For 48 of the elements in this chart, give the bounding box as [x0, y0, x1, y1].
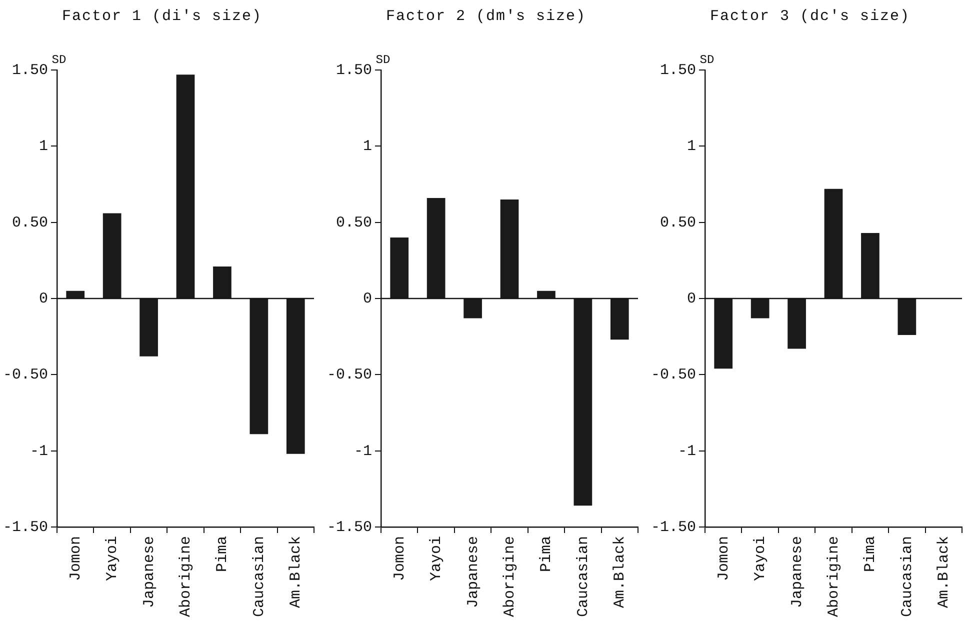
x-tick-label: Japanese [788, 536, 806, 608]
y-tick-label: -1 [30, 442, 48, 460]
x-tick-label: Jomon [391, 536, 408, 581]
x-tick-label: Aborigine [177, 536, 194, 617]
y-tick-label: -1.50 [326, 518, 372, 536]
x-tick-label: Jomon [715, 536, 732, 581]
x-tick-label: Caucasian [250, 536, 268, 617]
y-tick-label: 1 [362, 138, 372, 156]
x-tick-label: Aborigine [825, 536, 842, 617]
y-tick-label: -0.50 [650, 366, 696, 384]
x-tick-label: Jomon [67, 536, 84, 581]
y-tick-label: 0.50 [336, 214, 372, 232]
x-tick-label: Aborigine [501, 536, 518, 617]
y-tick-label: 0.50 [12, 214, 48, 232]
x-tick-label: Yayoi [752, 536, 770, 581]
y-tick-label: 1.50 [336, 62, 372, 79]
y-tick-label: 1 [686, 138, 696, 156]
y-tick-label: -1 [354, 442, 372, 460]
chart-title: Factor 1 (di's size) [60, 7, 264, 27]
chart-title: Factor 2 (dm's size) [384, 7, 588, 27]
x-tick-label: Caucasian [574, 536, 592, 617]
x-tick-label: Caucasian [898, 536, 916, 617]
y-tick-label: -1.50 [2, 518, 48, 536]
y-tick-label: -0.50 [326, 366, 372, 384]
y-tick-label: -1.50 [650, 518, 696, 536]
y-tick-label: 1 [38, 138, 48, 156]
x-tick-label: Japanese [140, 536, 158, 608]
x-tick-label: Yayoi [428, 536, 446, 581]
y-tick-label: -0.50 [2, 366, 48, 384]
x-tick-label: Pima [214, 536, 232, 572]
y-tick-label: 0.50 [660, 214, 696, 232]
y-tick-label: 0 [362, 290, 372, 308]
x-tick-label: Pima [862, 536, 880, 572]
x-tick-label: Am.Black [936, 536, 953, 608]
x-tick-label: Japanese [464, 536, 482, 608]
x-tick-label: Am.Black [288, 536, 305, 608]
y-tick-label: 1.50 [12, 62, 48, 79]
chart-title: Factor 3 (dc's size) [708, 7, 912, 27]
x-tick-label: Am.Black [612, 536, 629, 608]
y-axis-title: SD [376, 53, 390, 68]
x-tick-label: Yayoi [104, 536, 122, 581]
y-tick-label: -1 [678, 442, 696, 460]
y-tick-label: 1.50 [660, 62, 696, 79]
y-tick-label: 0 [38, 290, 48, 308]
y-axis-title: SD [52, 53, 66, 68]
y-axis-title: SD [700, 53, 714, 68]
y-tick-label: 0 [686, 290, 696, 308]
x-tick-label: Pima [538, 536, 556, 572]
